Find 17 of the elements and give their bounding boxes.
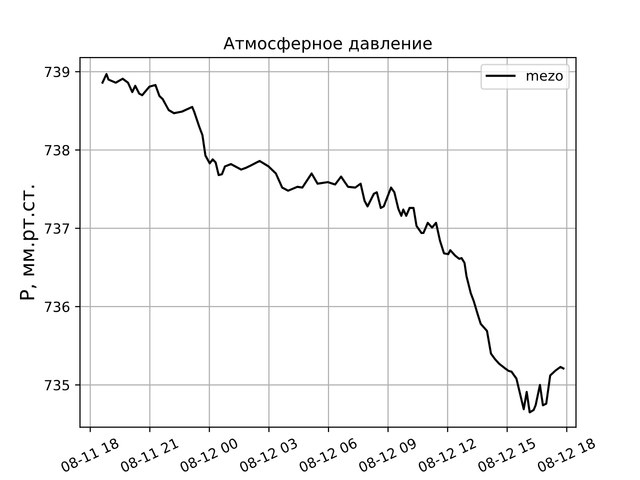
x-tick-label: 08-11 18 <box>60 438 120 473</box>
x-tick-label: 08-12 12 <box>417 438 476 473</box>
legend-label: mezo <box>526 72 563 81</box>
x-tick-label: 08-12 06 <box>298 438 358 473</box>
x-tick-label: 08-12 18 <box>536 438 596 473</box>
y-tick-label: 735 <box>44 380 70 390</box>
y-axis-title: P, мм.рт.ст. <box>20 186 38 300</box>
x-tick-label: 08-12 09 <box>358 438 418 473</box>
y-tick-label: 737 <box>44 223 70 234</box>
x-tick-label: 08-12 00 <box>179 438 239 473</box>
y-tick-label: 736 <box>44 302 70 312</box>
x-tick-label: 08-11 21 <box>120 438 179 473</box>
y-tick-label: 739 <box>44 66 70 78</box>
x-tick-label: 08-12 03 <box>238 438 298 473</box>
y-tick-label: 738 <box>44 144 70 156</box>
x-tick-label: 08-12 15 <box>476 438 536 473</box>
chart-title: Атмосферное давление <box>224 37 432 53</box>
